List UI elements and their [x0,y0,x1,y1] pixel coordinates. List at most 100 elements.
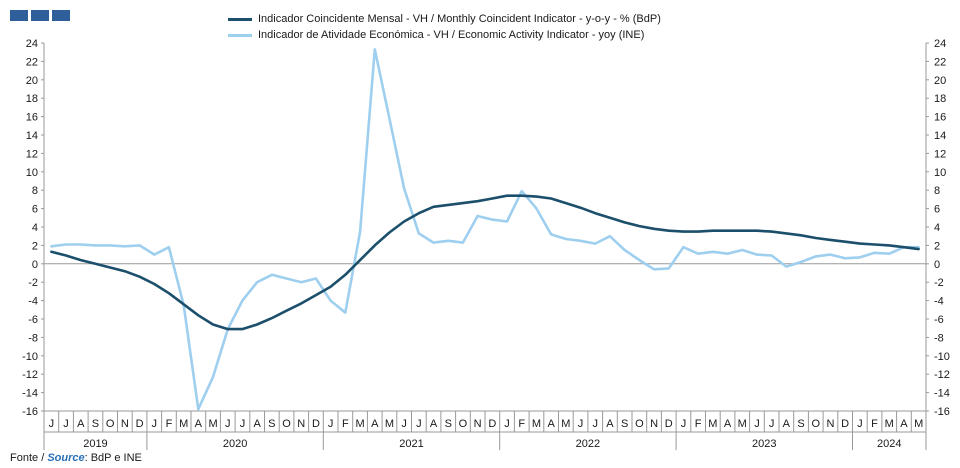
y-tick-label-left: 18 [26,93,38,105]
y-tick-label-right: 20 [934,75,946,87]
x-tick-label-month: M [385,418,394,430]
y-tick-label-left: -2 [28,277,38,289]
source-note: Fonte / Source: BdP e INE [10,452,142,464]
y-tick-label-right: -8 [934,332,944,344]
y-tick-label-right: 0 [934,259,940,271]
x-tick-label-month: A [253,418,261,430]
chart-legend: Indicador Coincidente Mensal - VH / Mont… [228,11,661,43]
x-tick-label-month: J [681,418,687,430]
x-tick-label-month: M [738,418,747,430]
legend-label-series1: Indicador Coincidente Mensal - VH / Mont… [258,13,661,25]
y-tick-label-right: 12 [934,148,946,160]
x-tick-label-month: O [635,418,644,430]
y-tick-label-left: 20 [26,75,38,87]
x-tick-label-month: J [857,418,863,430]
x-tick-label-month: D [312,418,320,430]
y-tick-label-right: -12 [934,369,950,381]
x-tick-label-month: O [282,418,291,430]
y-tick-label-left: 16 [26,112,38,124]
source-label-en: Source [47,452,85,464]
x-tick-label-month: M [179,418,188,430]
y-tick-label-right: -10 [934,351,950,363]
x-tick-label-month: J [593,418,599,430]
legend-item-series2: Indicador de Atividade Económica - VH / … [228,27,661,43]
x-tick-label-month: J [416,418,422,430]
x-tick-label-month: D [488,418,496,430]
x-tick-label-month: J [504,418,510,430]
x-year-label: 2023 [752,438,776,450]
x-tick-label-month: A [195,418,203,430]
x-year-label: 2020 [223,438,247,450]
y-tick-label-right: -16 [934,406,950,418]
y-tick-label-left: -12 [22,369,38,381]
y-tick-label-left: -14 [22,388,38,400]
x-tick-label-month: A [547,418,555,430]
series-line-monthly-coincident-indicator [50,194,920,331]
y-tick-label-right: 24 [934,38,946,50]
x-year-label: 2019 [83,438,107,450]
x-tick-label-month: J [769,418,775,430]
x-tick-label-month: J [328,418,334,430]
x-year-label: 2024 [877,438,901,450]
x-tick-label-month: F [518,418,525,430]
y-tick-label-left: -4 [28,296,38,308]
y-tick-label-right: 18 [934,93,946,105]
y-tick-label-left: 22 [26,56,38,68]
y-tick-label-left: 10 [26,167,38,179]
legend-item-series1: Indicador Coincidente Mensal - VH / Mont… [228,11,661,27]
x-tick-label-month: J [578,418,584,430]
y-tick-label-right: 2 [934,240,940,252]
x-tick-label-month: M [355,418,364,430]
x-tick-label-month: M [708,418,717,430]
y-tick-label-left: -10 [22,351,38,363]
x-tick-label-month: S [797,418,804,430]
y-tick-label-right: -14 [934,388,950,400]
brand-block [52,10,70,21]
x-tick-label-month: D [665,418,673,430]
x-tick-label-month: A [900,418,908,430]
x-tick-label-month: F [166,418,173,430]
x-tick-label-month: A [606,418,614,430]
x-tick-label-month: M [914,418,923,430]
x-tick-label-month: N [297,418,305,430]
y-tick-label-right: -4 [934,296,944,308]
x-tick-label-month: A [371,418,379,430]
x-tick-label-month: J [63,418,69,430]
series-lines [50,48,920,411]
axes: -16 -16 -14 -14 -12 -12 -10 -10 -8 -8 -6 -6 -4 -4 -2 -2… [22,38,950,450]
brand-block [10,10,28,21]
brand-logo-bar [10,10,70,21]
x-tick-label-month: S [92,418,99,430]
legend-label-series2: Indicador de Atividade Económica - VH / … [258,29,645,41]
x-tick-label-month: D [841,418,849,430]
x-tick-label-month: M [208,418,217,430]
x-tick-label-month: N [650,418,658,430]
y-tick-label-right: -2 [934,277,944,289]
y-tick-label-right: 22 [934,56,946,68]
x-tick-label-month: J [152,418,158,430]
x-tick-label-month: J [225,418,231,430]
legend-swatch-series2 [228,33,252,37]
y-tick-label-left: 14 [26,130,38,142]
x-tick-label-month: N [474,418,482,430]
x-tick-label-month: A [430,418,438,430]
y-tick-label-left: 2 [32,240,38,252]
x-tick-label-month: S [621,418,628,430]
y-tick-label-left: -8 [28,332,38,344]
source-label-pt: Fonte [10,452,39,464]
y-tick-label-right: 8 [934,185,940,197]
y-tick-label-left: 12 [26,148,38,160]
y-tick-label-right: 6 [934,204,940,216]
x-tick-label-month: J [240,418,246,430]
y-tick-label-right: 4 [934,222,940,234]
x-tick-label-month: N [121,418,129,430]
x-tick-label-month: M [561,418,570,430]
y-tick-label-left: 6 [32,204,38,216]
x-tick-label-month: D [136,418,144,430]
y-tick-label-right: 14 [934,130,946,142]
x-tick-label-month: M [885,418,894,430]
x-tick-label-month: J [754,418,760,430]
x-year-label: 2021 [399,438,423,450]
x-tick-label-month: J [49,418,55,430]
